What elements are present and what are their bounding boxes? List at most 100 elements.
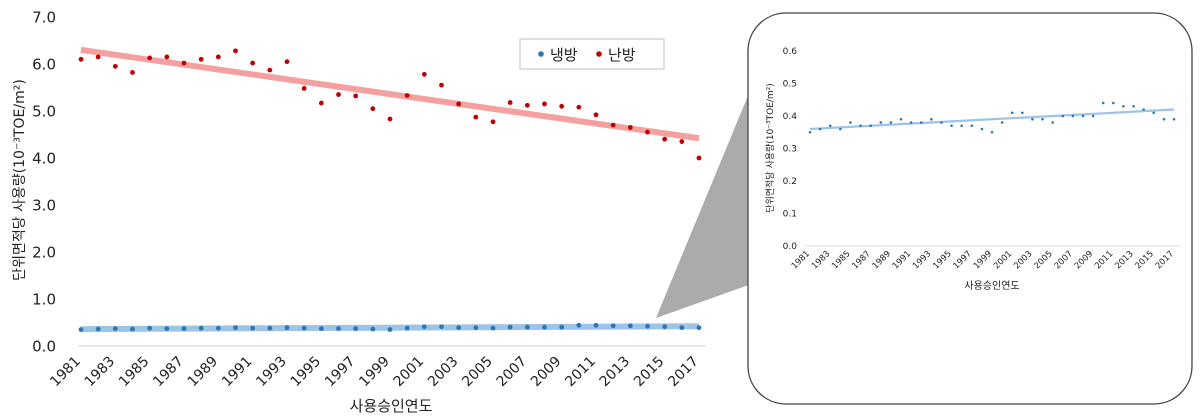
main-data-point xyxy=(233,48,238,54)
main-chart: 단위면적당 사용량(10⁻³TOE/m²) 0.0 1.0 2.0 3.0 4.0 5.0… xyxy=(12,8,706,415)
inset-data-point xyxy=(828,124,832,128)
main-data-point xyxy=(130,326,135,332)
main-x-tick-label: 2005 xyxy=(459,354,496,391)
main-x-tick-label: 1981 xyxy=(47,354,84,391)
inset-data-point xyxy=(1142,108,1145,111)
inset-data-point xyxy=(1162,117,1166,121)
inset-y-axis-title: 단위면적당 사용량(10⁻³TOE/m²) xyxy=(764,83,776,213)
main-data-point xyxy=(164,326,170,332)
main-data-point xyxy=(198,56,204,62)
main-data-point xyxy=(439,82,444,88)
main-data-point xyxy=(318,326,324,332)
main-data-point xyxy=(215,325,221,331)
main-data-point xyxy=(662,324,668,330)
main-data-point xyxy=(645,323,650,329)
inset-data-point xyxy=(1122,104,1125,108)
main-data-point xyxy=(78,56,84,62)
inset-data-point xyxy=(930,117,933,121)
main-data-point xyxy=(627,125,633,130)
inset-data-point xyxy=(879,121,883,124)
main-data-point xyxy=(593,322,599,328)
inset-data-point xyxy=(808,130,812,134)
inset-data-point xyxy=(960,124,963,128)
main-data-point xyxy=(130,70,135,75)
main-data-point xyxy=(473,325,479,331)
main-data-point xyxy=(336,326,341,332)
inset-data-point xyxy=(1051,121,1054,124)
main-data-point xyxy=(404,93,410,98)
inset-data-point xyxy=(899,117,903,121)
inset-data-point xyxy=(1010,111,1014,115)
main-data-point xyxy=(524,102,530,108)
inset-data-point xyxy=(1081,114,1085,118)
main-data-point xyxy=(490,325,496,331)
inset-data-point xyxy=(859,124,862,128)
inset-data-point xyxy=(1041,117,1044,121)
main-data-point xyxy=(112,326,118,332)
main-x-tick-label: 1985 xyxy=(116,354,153,391)
inset-data-point xyxy=(1000,121,1004,124)
main-data-point xyxy=(679,139,685,144)
main-y-tick-label: 6.0 xyxy=(32,55,56,73)
inset-y-tick-label: 0.3 xyxy=(783,145,797,155)
main-x-tick-label: 1999 xyxy=(356,354,393,391)
main-data-point xyxy=(147,325,153,331)
main-y-tick-label: 3.0 xyxy=(32,196,56,214)
main-trendlines xyxy=(80,46,700,333)
main-x-tick-labels: 1981198319851987198919911993199519971999… xyxy=(47,354,702,391)
main-data-point xyxy=(353,93,359,99)
main-y-tick-label: 2.0 xyxy=(32,243,56,261)
inset-data-point xyxy=(990,130,994,134)
main-data-point xyxy=(387,116,393,122)
main-x-tick-label: 1989 xyxy=(185,354,222,391)
main-x-tick-label: 2003 xyxy=(425,354,462,391)
main-data-point xyxy=(370,106,376,112)
main-data-point xyxy=(456,325,462,331)
main-data-point xyxy=(250,325,256,331)
main-data-point xyxy=(610,122,616,128)
inset-data-point xyxy=(970,124,974,128)
main-y-tick-label: 5.0 xyxy=(32,102,56,120)
main-y-tick-labels: 0.0 1.0 2.0 3.0 4.0 5.0 6.0 7.0 xyxy=(32,8,56,355)
main-data-point xyxy=(490,119,496,125)
inset-data-point xyxy=(1152,111,1156,115)
inset-data-point xyxy=(1061,114,1065,118)
main-data-point xyxy=(559,103,565,109)
main-data-point xyxy=(147,55,153,61)
main-data-point xyxy=(645,129,650,135)
main-data-point xyxy=(112,63,118,69)
main-data-point xyxy=(421,71,427,77)
main-data-points xyxy=(78,48,702,332)
main-data-point xyxy=(387,327,393,332)
main-data-point xyxy=(250,60,256,66)
main-x-axis-title: 사용승인연도 xyxy=(350,397,433,415)
main-data-point xyxy=(627,323,633,329)
main-data-point xyxy=(576,322,582,328)
main-data-point xyxy=(679,325,685,331)
main-data-point xyxy=(524,324,530,330)
inset-y-tick-label: 0.4 xyxy=(783,112,798,122)
main-data-point xyxy=(473,114,479,120)
inset-data-point xyxy=(889,121,893,124)
inset-data-points xyxy=(808,101,1176,134)
inset-data-point xyxy=(839,127,842,131)
main-y-axis-title: 단위면적당 사용량(10⁻³TOE/m²) xyxy=(12,79,28,281)
main-data-point xyxy=(439,324,444,330)
inset-data-point xyxy=(1101,101,1105,105)
inset-data-point xyxy=(909,121,913,124)
main-data-point xyxy=(198,325,204,331)
inset-data-point xyxy=(1071,114,1075,118)
legend: 냉방 난방 xyxy=(519,38,665,70)
main-x-tick-label: 1983 xyxy=(82,354,119,391)
main-data-point xyxy=(301,325,307,331)
inset-data-point xyxy=(1132,104,1135,108)
inset-data-point xyxy=(818,127,822,131)
legend-box xyxy=(519,38,665,70)
inset-data-point xyxy=(940,121,943,124)
inset-data-point xyxy=(1112,101,1115,105)
main-data-point xyxy=(559,324,565,330)
main-x-tick-label: 2017 xyxy=(665,354,702,391)
main-data-point xyxy=(318,100,324,106)
main-x-tick-label: 2007 xyxy=(494,354,531,391)
